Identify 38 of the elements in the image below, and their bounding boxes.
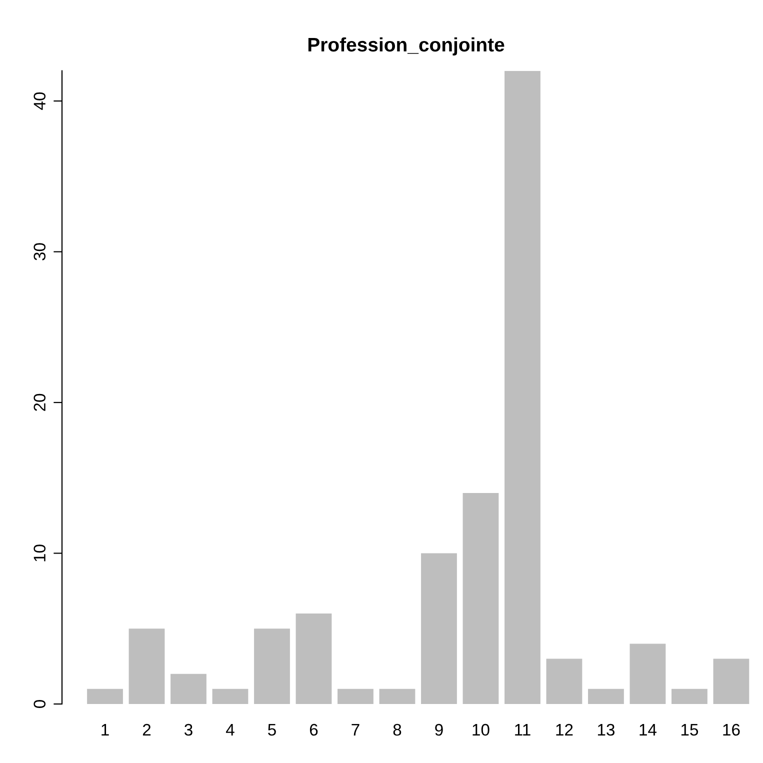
bar xyxy=(630,644,666,704)
y-tick-label: 30 xyxy=(34,243,46,260)
chart-title: Profession_conjointe xyxy=(308,37,504,56)
y-tick-label: 40 xyxy=(34,92,46,110)
y-tick-label: 20 xyxy=(34,394,46,411)
bar xyxy=(87,688,123,704)
bar xyxy=(713,658,750,704)
x-tick-label: 1 xyxy=(102,724,109,736)
x-tick-label: 6 xyxy=(310,724,318,736)
bar xyxy=(462,492,499,704)
bar xyxy=(296,614,332,704)
bar xyxy=(421,553,457,704)
bar xyxy=(588,688,624,704)
x-tick-label: 13 xyxy=(598,724,615,736)
x-tick-label: 16 xyxy=(723,724,740,736)
x-tick-label: 3 xyxy=(184,724,192,736)
x-tick-label: 14 xyxy=(640,724,656,736)
x-tick-label: 10 xyxy=(472,724,490,736)
x-tick-label: 7 xyxy=(352,724,360,736)
bar xyxy=(128,628,165,704)
x-tick-label: 15 xyxy=(681,724,698,736)
x-tick-label: 12 xyxy=(556,724,573,736)
x-tick-label: 11 xyxy=(515,724,530,736)
y-tick-label: 0 xyxy=(34,700,46,708)
x-tick-label: 2 xyxy=(142,724,151,736)
bar xyxy=(504,70,540,704)
bar xyxy=(170,674,206,704)
x-tick-label: 4 xyxy=(226,724,234,736)
bar xyxy=(379,688,416,704)
x-tick-label: 9 xyxy=(435,724,443,736)
bar xyxy=(546,658,582,704)
bar xyxy=(672,688,708,704)
bar xyxy=(254,628,290,704)
bar xyxy=(338,688,374,704)
y-tick-label: 10 xyxy=(34,544,46,562)
bar xyxy=(212,688,248,704)
x-tick-label: 5 xyxy=(268,724,276,736)
x-tick-label: 8 xyxy=(393,724,402,736)
